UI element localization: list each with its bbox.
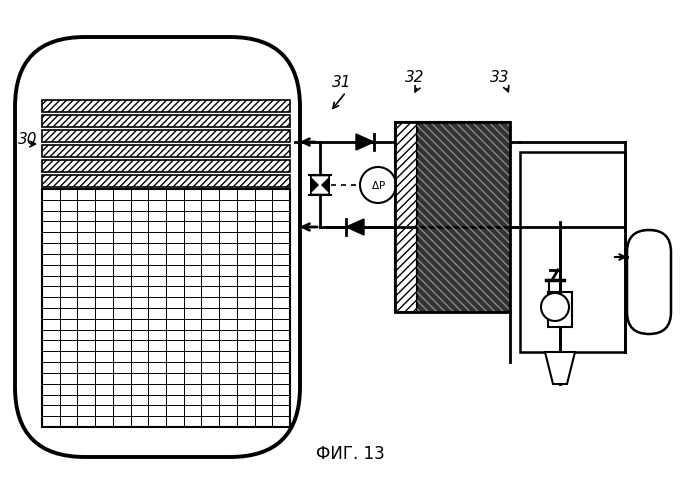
Polygon shape <box>346 219 364 235</box>
Text: 33: 33 <box>490 70 510 85</box>
Text: 31: 31 <box>332 75 352 90</box>
Polygon shape <box>356 134 374 150</box>
Bar <box>42 130 290 142</box>
Bar <box>395 122 417 312</box>
Text: 34: 34 <box>590 245 610 260</box>
Bar <box>417 122 510 312</box>
Bar <box>42 189 290 427</box>
Bar <box>42 130 290 142</box>
Bar <box>42 160 290 172</box>
Circle shape <box>541 293 569 321</box>
Text: $\Delta$P: $\Delta$P <box>370 179 385 191</box>
FancyBboxPatch shape <box>15 37 300 457</box>
Bar <box>42 145 290 157</box>
Bar <box>395 122 510 312</box>
Text: 30: 30 <box>18 132 38 147</box>
Polygon shape <box>312 177 328 185</box>
Bar <box>417 122 510 312</box>
Bar <box>310 175 330 195</box>
Bar <box>42 115 290 127</box>
Polygon shape <box>312 185 328 193</box>
Text: ФИГ. 13: ФИГ. 13 <box>316 445 384 463</box>
Bar <box>42 175 290 187</box>
Circle shape <box>360 167 396 203</box>
Bar <box>42 160 290 172</box>
Bar <box>42 100 290 112</box>
Polygon shape <box>545 352 575 384</box>
Bar <box>42 115 290 127</box>
Bar <box>520 152 625 352</box>
Bar <box>42 100 290 112</box>
Bar <box>42 175 290 187</box>
FancyBboxPatch shape <box>627 230 671 334</box>
Text: 32: 32 <box>405 70 424 85</box>
Bar <box>548 292 572 327</box>
Bar <box>42 145 290 157</box>
